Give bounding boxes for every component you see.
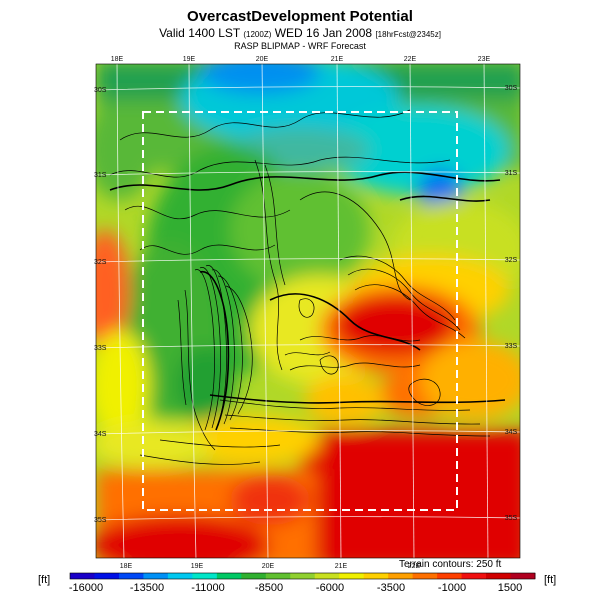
colorbar-swatch	[290, 573, 316, 579]
lon-label-top: 21E	[331, 56, 344, 63]
forecast-hour: [18hrFcst@2345z]	[375, 30, 441, 39]
colorbar-swatch	[118, 573, 144, 579]
colorbar-swatch	[192, 573, 218, 579]
colorbar-swatch	[94, 573, 120, 579]
colorbar-tick-label: -8500	[255, 582, 283, 594]
colorbar-swatch	[388, 573, 414, 579]
colorbar-tick-label: -6000	[316, 582, 344, 594]
colorbar-swatch	[461, 573, 487, 579]
colorbar-swatch	[339, 573, 365, 579]
colorbar-tick-label: -1000	[438, 582, 466, 594]
colorbar-swatch	[167, 573, 193, 579]
colorbar-tick-label: -16000	[69, 582, 103, 594]
lon-label-top: 20E	[256, 56, 269, 63]
colorbar-tick-label: 1500	[498, 582, 522, 594]
colorbar-swatch	[241, 573, 267, 579]
lon-label-bottom: 20E	[262, 563, 275, 570]
colorbar-swatch	[486, 573, 512, 579]
colorbar-swatch	[314, 573, 340, 579]
map-subtitle: RASP BLIPMAP - WRF Forecast	[234, 41, 366, 51]
colorbar-swatch	[143, 573, 169, 579]
lat-label-left: 30S	[94, 87, 107, 94]
lat-label-right: 31S	[505, 170, 518, 177]
colorbar-tick-label: -11000	[191, 582, 224, 594]
colorbar-swatch	[216, 573, 242, 579]
lat-label-right: 32S	[505, 257, 518, 264]
colorbar-unit-right: [ft]	[544, 574, 557, 586]
field-layer	[96, 64, 520, 558]
lon-label-bottom: 19E	[191, 563, 204, 570]
colorbar-unit-left: [ft]	[38, 574, 51, 586]
lat-label-right: 30S	[505, 85, 518, 92]
colorbar-swatch	[412, 573, 438, 579]
lat-label-left: 32S	[94, 259, 107, 266]
lat-label-left: 33S	[94, 345, 107, 352]
lat-label-right: 33S	[505, 343, 518, 350]
inner-domain-boundary	[142, 111, 458, 511]
map-title: OvercastDevelopment Potential	[187, 8, 413, 25]
lon-label-top: 18E	[111, 56, 124, 63]
terrain-contours	[109, 109, 491, 465]
lat-label-left: 35S	[94, 517, 107, 524]
valid-prefix: Valid 1400 LST	[159, 26, 241, 40]
valid-utc: (1200Z)	[243, 30, 272, 39]
lat-label-left: 31S	[94, 172, 107, 179]
lon-label-bottom: 21E	[335, 563, 348, 570]
lon-label-top: 23E	[478, 56, 491, 63]
colorbar-swatch	[437, 573, 463, 579]
valid-date: WED 16 Jan 2008	[274, 26, 373, 40]
lon-label-bottom: 18E	[120, 563, 133, 570]
lat-label-left: 34S	[94, 431, 107, 438]
lon-label-top: 22E	[404, 56, 417, 63]
terrain-contour-note: Terrain contours: 250 ft	[399, 559, 502, 570]
lon-label-top: 19E	[183, 56, 196, 63]
colorbar-tick-label: -13500	[130, 582, 164, 594]
plot-frame	[95, 63, 521, 559]
lat-label-right: 35S	[505, 515, 518, 522]
lon-label-bottom: 22E	[408, 563, 421, 570]
lat-label-right: 34S	[505, 429, 518, 436]
colorbar	[70, 573, 536, 579]
colorbar-swatch	[70, 573, 95, 579]
colorbar-frame	[69, 572, 536, 580]
colorbar-swatch	[363, 573, 389, 579]
colorbar-swatch	[265, 573, 291, 579]
colorbar-tick-label: -3500	[377, 582, 405, 594]
colorbar-swatch	[510, 573, 536, 579]
valid-time: Valid 1400 LST (1200Z) WED 16 Jan 2008 […	[0, 26, 600, 40]
